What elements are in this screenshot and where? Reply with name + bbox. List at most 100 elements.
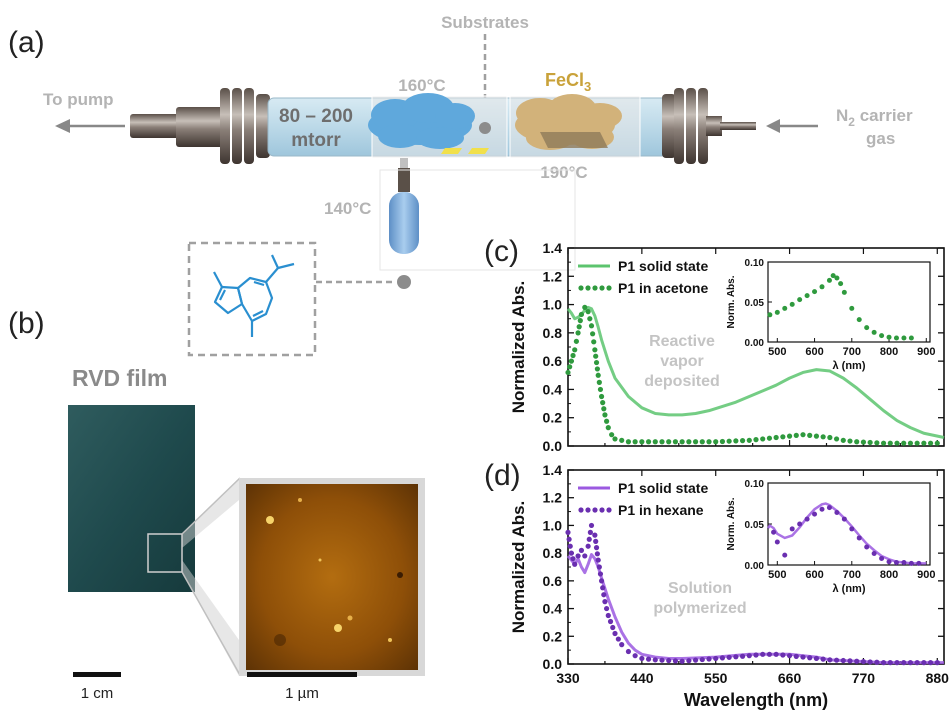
series-point — [588, 522, 595, 529]
y-tick-label: 0.8 — [543, 545, 563, 561]
panel-label-b: (b) — [8, 307, 45, 340]
x-tick-label: 660 — [778, 670, 802, 686]
series-point — [927, 660, 934, 666]
series-dots-2 — [565, 522, 940, 666]
annotation-line: vapor — [660, 353, 704, 370]
series-point — [773, 651, 779, 657]
series-point — [760, 436, 766, 442]
x-tick-label: 770 — [852, 670, 876, 686]
legend-label-1: P1 solid state — [618, 258, 708, 274]
inset-x-tick-label: 700 — [843, 569, 861, 581]
series-point — [610, 624, 616, 631]
series-point — [595, 372, 601, 378]
inset-series-point — [782, 305, 788, 311]
inset-series-point — [849, 526, 855, 532]
inset-x-tick-label: 600 — [805, 569, 823, 581]
series-point — [565, 529, 571, 535]
chart-d: 0.0 0.2 0.4 0.6 0.8 1.0 1.2 1.4 330 440 550 660 770 8… — [509, 462, 949, 710]
series-line-1 — [566, 553, 944, 665]
series-point — [820, 434, 826, 440]
substrate-2 — [468, 148, 489, 154]
series-point — [867, 439, 873, 446]
series-point — [577, 318, 583, 324]
inset-series-point — [782, 552, 788, 558]
guaiazulene-molecule — [213, 254, 295, 337]
series-point — [600, 400, 606, 406]
series-point — [927, 440, 934, 446]
inset-y-label: Norm. Abs. — [726, 497, 737, 550]
inset-series-point — [871, 329, 877, 335]
series-point — [901, 660, 907, 666]
series-point — [719, 438, 726, 445]
series-point — [568, 550, 574, 556]
series-point — [914, 440, 920, 446]
series-point — [582, 553, 588, 559]
chart-c: 0.0 0.2 0.4 0.6 0.8 1.0 1.2 1.4 Normalized Abs. P… — [509, 240, 945, 454]
series-point — [595, 557, 601, 563]
series-point — [692, 439, 699, 445]
series-point — [600, 585, 606, 591]
substrate-1 — [441, 148, 462, 154]
series-point — [699, 439, 705, 445]
annotation-line: deposited — [644, 373, 720, 390]
series-point — [591, 339, 597, 345]
series-point — [807, 432, 813, 438]
series-dots-2 — [565, 304, 940, 446]
series-point — [612, 436, 618, 442]
pressure-unit: mtorr — [291, 130, 341, 151]
series-point — [645, 439, 652, 445]
series-point — [588, 323, 595, 329]
series-point — [692, 657, 699, 663]
series-point — [753, 437, 759, 443]
inset-x-tick-label: 600 — [805, 346, 823, 358]
series-point — [786, 433, 793, 439]
y-tick-label: 0.6 — [543, 573, 563, 589]
inset-series-point — [826, 505, 832, 511]
inset-series-point — [797, 521, 803, 527]
series-point — [666, 439, 672, 445]
inset-series-point — [834, 510, 840, 516]
legend-label-2: P1 in acetone — [618, 280, 708, 296]
inset-series-point — [856, 535, 862, 541]
series-point — [596, 564, 602, 570]
monomer-vial — [389, 192, 419, 254]
annotation-line: Solution — [668, 580, 732, 597]
x-axis-label: Wavelength (nm) — [684, 690, 828, 710]
inset-series-point — [893, 560, 899, 566]
series-point — [780, 652, 786, 658]
n2-arrow-head — [766, 119, 780, 133]
series-point — [887, 660, 893, 666]
series-point — [578, 311, 585, 318]
substrate-pointer-dot — [479, 122, 491, 134]
series-point — [582, 304, 588, 310]
series-point — [793, 653, 799, 659]
series-point — [592, 532, 598, 538]
y-tick-label: 1.4 — [543, 462, 563, 478]
zoom-region — [147, 533, 183, 573]
scale-label-1um: 1 µm — [285, 685, 319, 702]
series-point — [625, 439, 632, 445]
series-point — [596, 379, 602, 385]
inset-x-label: λ (nm) — [833, 583, 866, 595]
series-point — [594, 366, 600, 372]
inset-x-tick-label: 500 — [768, 569, 786, 581]
scale-label-1cm: 1 cm — [81, 685, 114, 702]
y-tick-label: 0.6 — [543, 353, 563, 369]
y-tick-label: 1.4 — [543, 240, 563, 256]
series-point — [934, 660, 940, 666]
series-point — [840, 657, 846, 664]
series-point — [874, 440, 880, 446]
series-point — [645, 656, 652, 662]
legend-swatch-dot — [599, 507, 605, 513]
series-point — [573, 338, 579, 344]
series-point — [793, 432, 799, 438]
legend-label-2: P1 in hexane — [618, 502, 704, 518]
series-point — [713, 439, 719, 445]
series-point — [601, 592, 607, 598]
series-point — [575, 553, 581, 559]
film-photo — [68, 405, 195, 592]
fecl3-label: FeCl3 — [545, 70, 591, 94]
series-point — [568, 358, 574, 364]
series-point — [598, 393, 605, 400]
inset-series-point — [774, 539, 780, 545]
